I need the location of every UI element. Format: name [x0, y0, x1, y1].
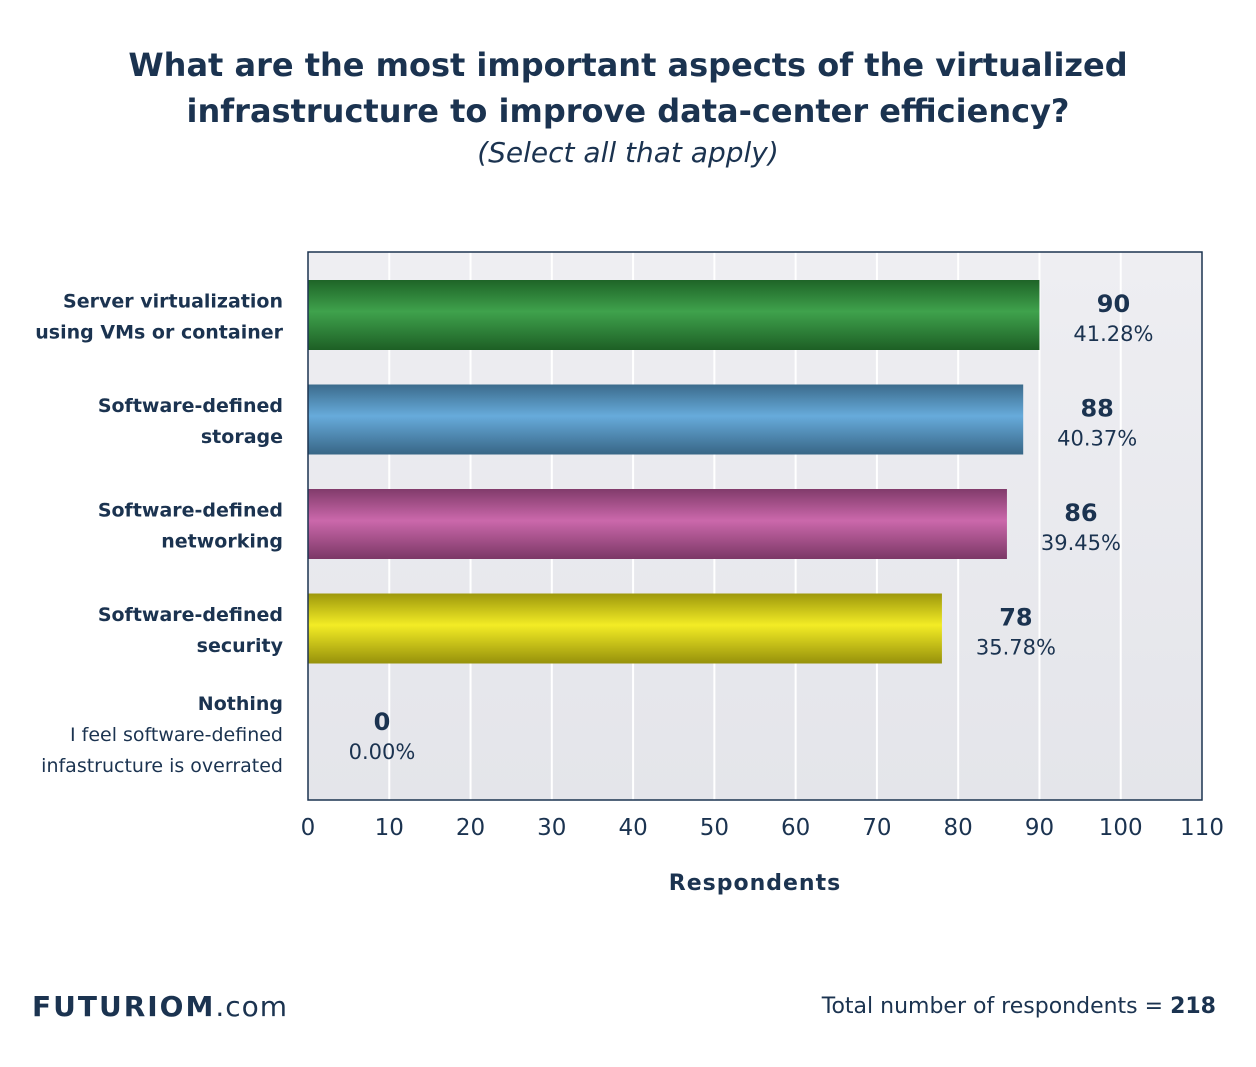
bar-count-label: 90 [1097, 290, 1130, 318]
x-tick-label: 90 [1025, 815, 1054, 841]
logo-brand: FUTURIOM [32, 990, 216, 1023]
bar-percent-label: 40.37% [1057, 427, 1137, 451]
category-label: security [197, 635, 284, 657]
x-tick-label: 30 [537, 815, 566, 841]
category-label: Nothing [198, 693, 283, 715]
logo-domain: .com [215, 990, 289, 1023]
x-tick-label: 50 [700, 815, 729, 841]
bar-percent-label: 0.00% [349, 740, 416, 764]
bar-percent-label: 41.28% [1073, 322, 1153, 346]
x-tick-label: 20 [456, 815, 485, 841]
bar [308, 384, 1024, 455]
chart-title-line-2: infrastructure to improve data-center ef… [186, 92, 1070, 130]
category-label: I feel software-defined [70, 724, 283, 746]
total-respondents-label: Total number of respondents = [821, 994, 1164, 1019]
x-tick-label: 0 [301, 815, 316, 841]
bar [308, 593, 942, 664]
x-tick-label: 70 [862, 815, 891, 841]
bar [308, 280, 1040, 350]
total-respondents-value: 218 [1170, 994, 1216, 1019]
x-tick-label: 60 [781, 815, 810, 841]
chart-title-line-1: What are the most important aspects of t… [128, 46, 1128, 84]
futuriom-logo: FUTURIOM.com [32, 990, 288, 1023]
bar-percent-label: 35.78% [976, 636, 1056, 660]
x-tick-label: 110 [1180, 815, 1224, 841]
x-tick-label: 80 [944, 815, 973, 841]
total-respondents: Total number of respondents = 218 [822, 994, 1216, 1019]
category-label: networking [161, 531, 283, 553]
bar-count-label: 78 [999, 604, 1032, 632]
bar-count-label: 88 [1080, 395, 1113, 423]
category-label: Software-defined [98, 500, 283, 522]
bar [308, 489, 1007, 559]
bar-count-label: 0 [374, 708, 391, 736]
plot-border [307, 251, 1203, 801]
bar-percent-label: 39.45% [1041, 531, 1121, 555]
bar-count-label: 86 [1064, 499, 1097, 527]
category-label: infastructure is overrated [41, 755, 283, 777]
x-tick-label: 100 [1099, 815, 1143, 841]
category-label: Software-defined [98, 604, 283, 626]
x-tick-label: 40 [618, 815, 647, 841]
x-axis-label: Respondents [669, 871, 841, 896]
x-tick-label: 10 [375, 815, 404, 841]
category-label: Server virtualization [63, 291, 283, 313]
category-label: storage [201, 426, 283, 448]
chart-title: What are the most important aspects of t… [0, 42, 1256, 134]
category-label: Software-defined [98, 395, 283, 417]
chart-subtitle: (Select all that apply) [477, 136, 779, 169]
category-label: using VMs or container [35, 322, 283, 344]
